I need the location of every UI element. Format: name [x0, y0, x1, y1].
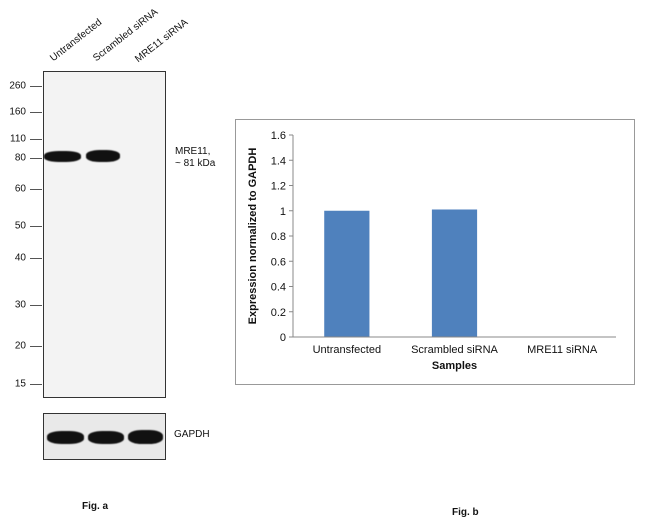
mw-marker-60: 60	[14, 183, 26, 195]
mw-tick-40	[30, 258, 42, 259]
mw-tick-50	[30, 226, 42, 227]
y-tick-label: 1	[280, 206, 286, 218]
mw-tick-80	[30, 158, 42, 159]
target-label-line2: ~ 81 kDa	[175, 158, 216, 169]
band-untransfected	[44, 151, 81, 162]
mw-marker-160: 160	[9, 106, 26, 118]
target-label-line1: MRE11,	[175, 146, 211, 157]
x-axis-title: Samples	[432, 360, 477, 372]
blot-membrane	[43, 71, 166, 398]
gapdh-band-scrambled-sirna	[88, 431, 124, 444]
y-tick-label: 0	[280, 332, 286, 344]
x-tick-label: Untransfected	[313, 344, 381, 356]
fig-a-caption: Fig. a	[82, 501, 109, 512]
band-scrambled-sirna	[86, 150, 120, 162]
x-tick-label: MRE11 siRNA	[527, 344, 598, 356]
gapdh-band-mre11-sirna	[128, 430, 163, 444]
mw-marker-110: 110	[10, 133, 26, 145]
fig-b-caption: Fig. b	[452, 507, 479, 518]
mw-marker-80: 80	[14, 152, 26, 164]
mw-marker-50: 50	[14, 220, 26, 232]
bar-chart: 0 0.2 0.4 0.6 0.8 1 1.2 1.4 1.6 Untransfected Scr…	[247, 130, 616, 372]
mw-tick-30	[30, 305, 42, 306]
gapdh-band-untransfected	[47, 431, 84, 444]
mw-tick-60	[30, 189, 42, 190]
bar-untransfected	[324, 210, 370, 337]
y-tick-label: 1.6	[271, 130, 286, 142]
mw-marker-20: 20	[14, 340, 26, 352]
mw-tick-20	[30, 346, 42, 347]
y-tick-label: 0.4	[271, 282, 286, 294]
mw-marker-15: 15	[14, 378, 26, 390]
mw-tick-110	[30, 139, 42, 140]
y-tick-label: 1.2	[271, 181, 286, 193]
mw-marker-30: 30	[14, 299, 26, 311]
mw-tick-160	[30, 112, 42, 113]
y-tick-label: 0.8	[271, 231, 286, 243]
y-tick-label: 0.2	[271, 307, 286, 319]
gapdh-membrane	[43, 413, 166, 460]
gapdh-label: GAPDH	[174, 429, 210, 440]
y-tick-label: 0.6	[271, 256, 286, 268]
mw-marker-260: 260	[9, 80, 26, 92]
fig-b-chart-frame: 0 0.2 0.4 0.6 0.8 1 1.2 1.4 1.6 Untransfected Scr…	[235, 119, 635, 385]
y-tick-label: 1.4	[271, 155, 286, 167]
y-axis-title: Expression normalized to GAPDH	[247, 148, 259, 325]
mw-tick-15	[30, 384, 42, 385]
bar-scrambled-sirna	[431, 209, 478, 337]
x-tick-label: Scrambled siRNA	[411, 344, 498, 356]
mw-marker-40: 40	[14, 252, 26, 264]
mw-tick-260	[30, 86, 42, 87]
